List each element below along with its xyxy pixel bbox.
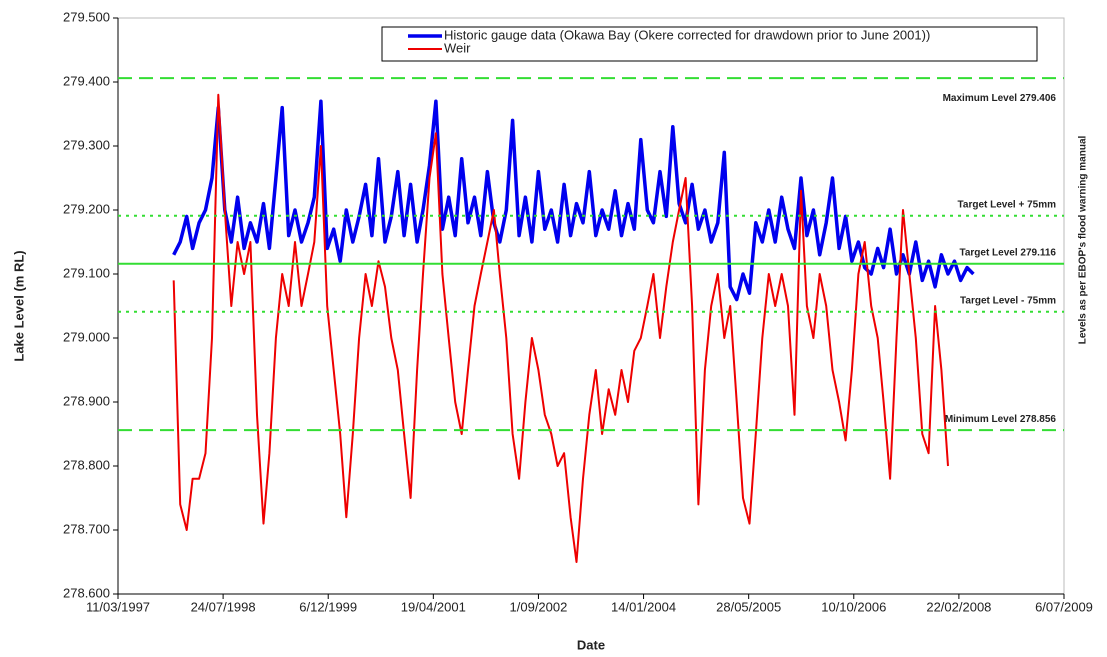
y-tick-label: 279.500 (63, 9, 110, 24)
x-tick-label: 19/04/2001 (401, 599, 466, 614)
y-tick-label: 279.300 (63, 137, 110, 152)
legend: Historic gauge data (Okawa Bay (Okere co… (381, 26, 1038, 62)
x-tick-label: 1/09/2002 (510, 599, 568, 614)
plot-area (117, 17, 1065, 595)
y-tick-label: 279.200 (63, 201, 110, 216)
reference-label: Target Level - 75mm (960, 295, 1056, 306)
y-tick-label: 278.900 (63, 393, 110, 408)
reference-label: Target Level 279.116 (959, 247, 1056, 258)
reference-label: Minimum Level 278.856 (945, 414, 1057, 425)
x-axis-title: Date (577, 637, 605, 652)
side-note: Levels as per EBOP's flood warning manua… (1078, 136, 1089, 345)
series-line (172, 93, 949, 563)
y-tick-label: 279.000 (63, 329, 110, 344)
x-tick-label: 28/05/2005 (716, 599, 781, 614)
legend-box (381, 26, 1038, 62)
y-tick-label: 279.400 (63, 73, 110, 88)
reference-label: Target Level + 75mm (958, 199, 1057, 210)
x-tick-label: 11/03/1997 (86, 599, 150, 614)
x-tick-label: 10/10/2006 (821, 599, 886, 614)
y-tick-label: 278.600 (63, 585, 110, 600)
legend-label: Weir (444, 40, 471, 55)
series-line (172, 99, 975, 302)
y-tick-label: 279.100 (63, 265, 110, 280)
y-axis-title: Lake Level (m RL) (11, 250, 26, 361)
y-tick-label: 278.700 (63, 521, 110, 536)
x-tick-label: 14/01/2004 (611, 599, 676, 614)
legend-label: Historic gauge data (Okawa Bay (Okere co… (444, 27, 930, 42)
x-tick-label: 6/07/2009 (1035, 599, 1093, 614)
y-tick-label: 278.800 (63, 457, 110, 472)
x-tick-label: 6/12/1999 (299, 599, 357, 614)
x-tick-label: 24/07/1998 (191, 599, 256, 614)
x-tick-label: 22/02/2008 (926, 599, 991, 614)
reference-label: Maximum Level 279.406 (943, 93, 1057, 104)
